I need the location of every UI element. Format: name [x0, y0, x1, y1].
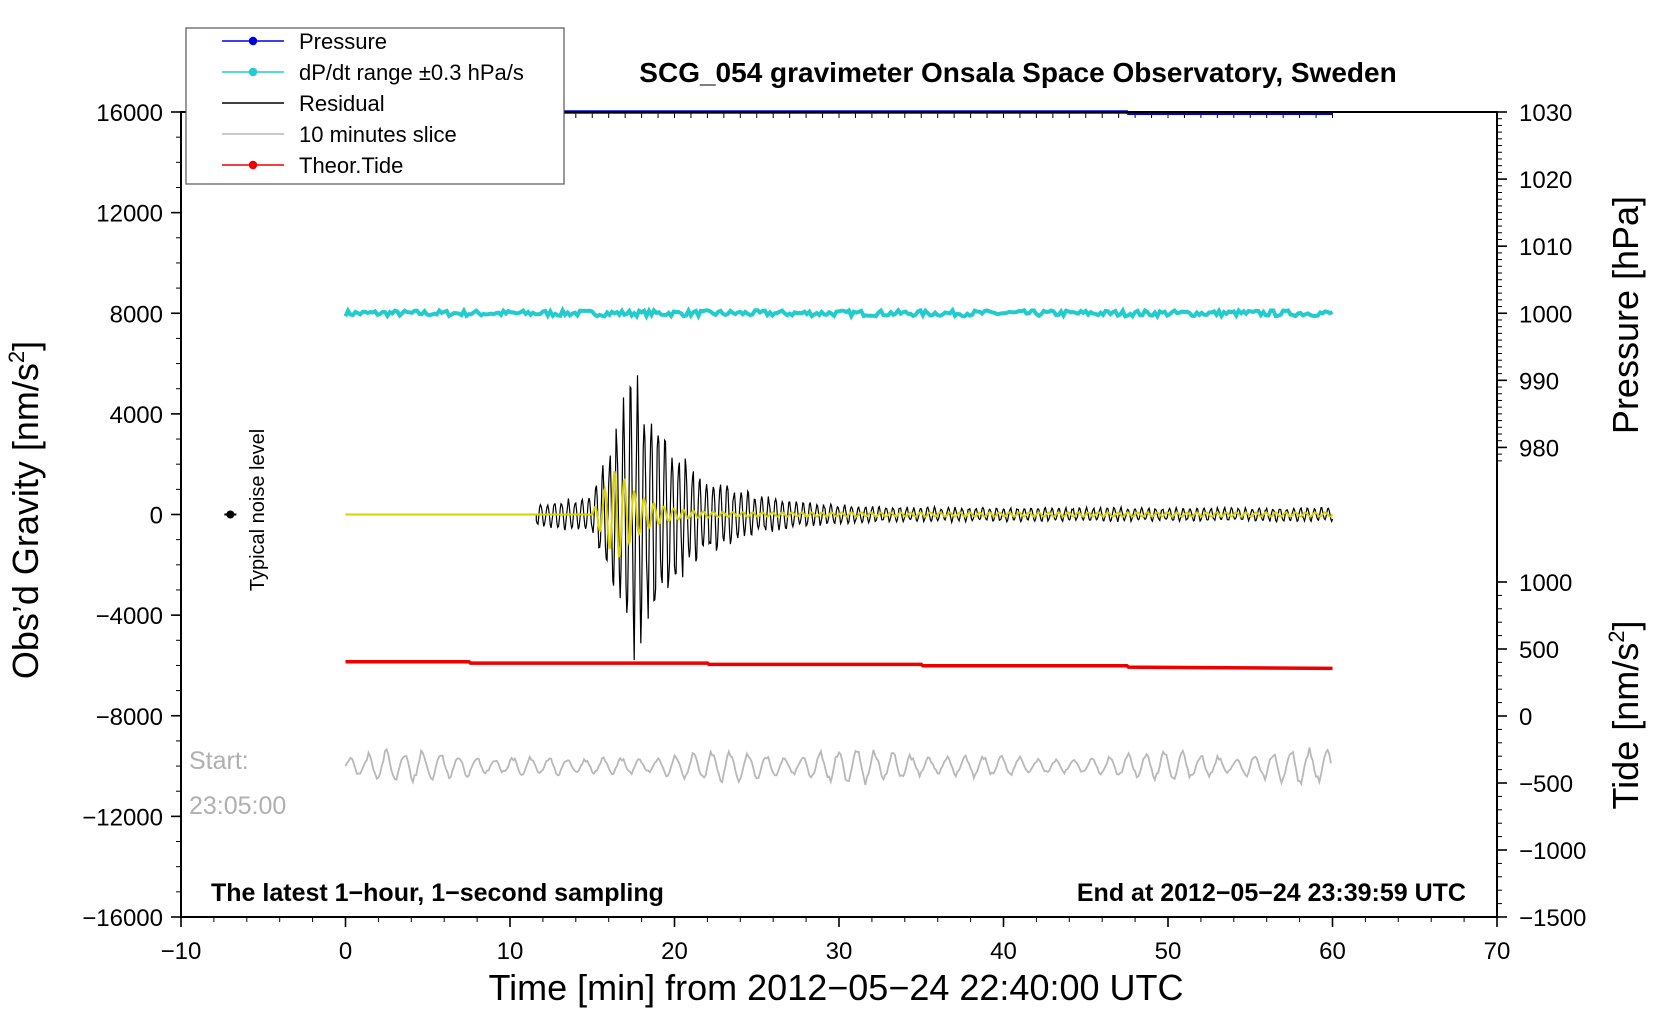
legend: Pressure dP/dt range ±0.3 hPa/s Residual 10…: [185, 27, 565, 185]
pressure-tick-label: 1020: [1519, 167, 1572, 194]
legend-box: [185, 27, 565, 185]
pressure-tick-label: 980: [1519, 435, 1559, 462]
x-tick-label: 10: [497, 938, 524, 965]
note-latest-hour: The latest 1−hour, 1−second sampling: [211, 879, 664, 907]
y-tick-label: 0: [150, 503, 163, 530]
y-axis-title-tide-sup: 2: [1604, 631, 1629, 643]
x-tick-label: 0: [339, 938, 352, 965]
tide-tick-label: 0: [1519, 704, 1532, 731]
chart-title: SCG_054 gravimeter Onsala Space Observat…: [639, 57, 1396, 88]
y-axis-title-left-sup: 2: [4, 351, 29, 363]
pressure-tick-label: 990: [1519, 368, 1559, 395]
y-axis-title-pressure: Pressure [hPa]: [1605, 196, 1646, 434]
x-axis-title: Time [min] from 2012−05−24 22:40:00 UTC: [488, 967, 1183, 1008]
x-tick-label: 40: [990, 938, 1017, 965]
y-tick-label: −8000: [96, 704, 163, 731]
start-time: 23:05:00: [189, 792, 286, 820]
legend-label: Residual: [299, 91, 385, 116]
tide-tick-label: 1000: [1519, 570, 1572, 597]
data-series: [224, 110, 1334, 787]
pressure-tick-label: 1000: [1519, 301, 1572, 328]
y-tick-label: 12000: [96, 201, 163, 228]
legend-marker: [248, 36, 258, 46]
note-end-time: End at 2012−05−24 23:39:59 UTC: [1077, 879, 1466, 907]
tick-labels: −10 0 10 20 30 40 50 60 701600012000800040000−40…: [82, 100, 1586, 965]
x-tick-label: −10: [161, 938, 202, 965]
legend-label: 10 minutes slice: [299, 122, 457, 147]
legend-label: Pressure: [299, 29, 387, 54]
legend-label: Theor.Tide: [299, 153, 403, 178]
y-tick-label: 16000: [96, 100, 163, 127]
legend-marker: [248, 160, 258, 170]
pressure-tick-label: 1010: [1519, 234, 1572, 261]
slice-line: [344, 747, 1332, 787]
y-axis-title-left: Obs’d Gravity [nm/s2]: [4, 341, 46, 679]
legend-marker: [248, 67, 258, 77]
noise-level-marker: [226, 510, 235, 519]
tide-tick-label: 500: [1519, 637, 1559, 664]
plot-frame: [180, 111, 1498, 918]
tick-marks: [171, 111, 1507, 927]
start-label: Start:: [189, 747, 249, 775]
y-axis-title-left-end: ]: [5, 341, 46, 351]
y-axis-title-tide-end: ]: [1605, 621, 1646, 631]
x-tick-label: 50: [1155, 938, 1182, 965]
noise-level-label: Typical noise level: [247, 429, 269, 591]
y-tick-label: 8000: [110, 301, 163, 328]
x-tick-label: 20: [661, 938, 688, 965]
tide-tick-label: −1500: [1519, 905, 1586, 932]
y-tick-label: −12000: [82, 804, 163, 831]
y-tick-label: 4000: [110, 402, 163, 429]
pressure-tick-label: 1030: [1519, 100, 1572, 127]
legend-label: dP/dt range ±0.3 hPa/s: [299, 60, 524, 85]
y-tick-label: −16000: [82, 905, 163, 932]
x-tick-label: 70: [1484, 938, 1511, 965]
filtered-residual-line: [345, 471, 1334, 558]
tide-line: [345, 659, 1333, 671]
residual-line: [345, 375, 1334, 661]
x-tick-label: 30: [826, 938, 853, 965]
tide-tick-label: −1000: [1519, 838, 1586, 865]
y-tick-label: −4000: [96, 603, 163, 630]
y-axis-title-tide: Tide [nm/s2]: [1604, 621, 1646, 810]
x-tick-label: 60: [1319, 938, 1346, 965]
dpdt-band: [343, 305, 1334, 321]
tide-tick-label: −500: [1519, 771, 1573, 798]
